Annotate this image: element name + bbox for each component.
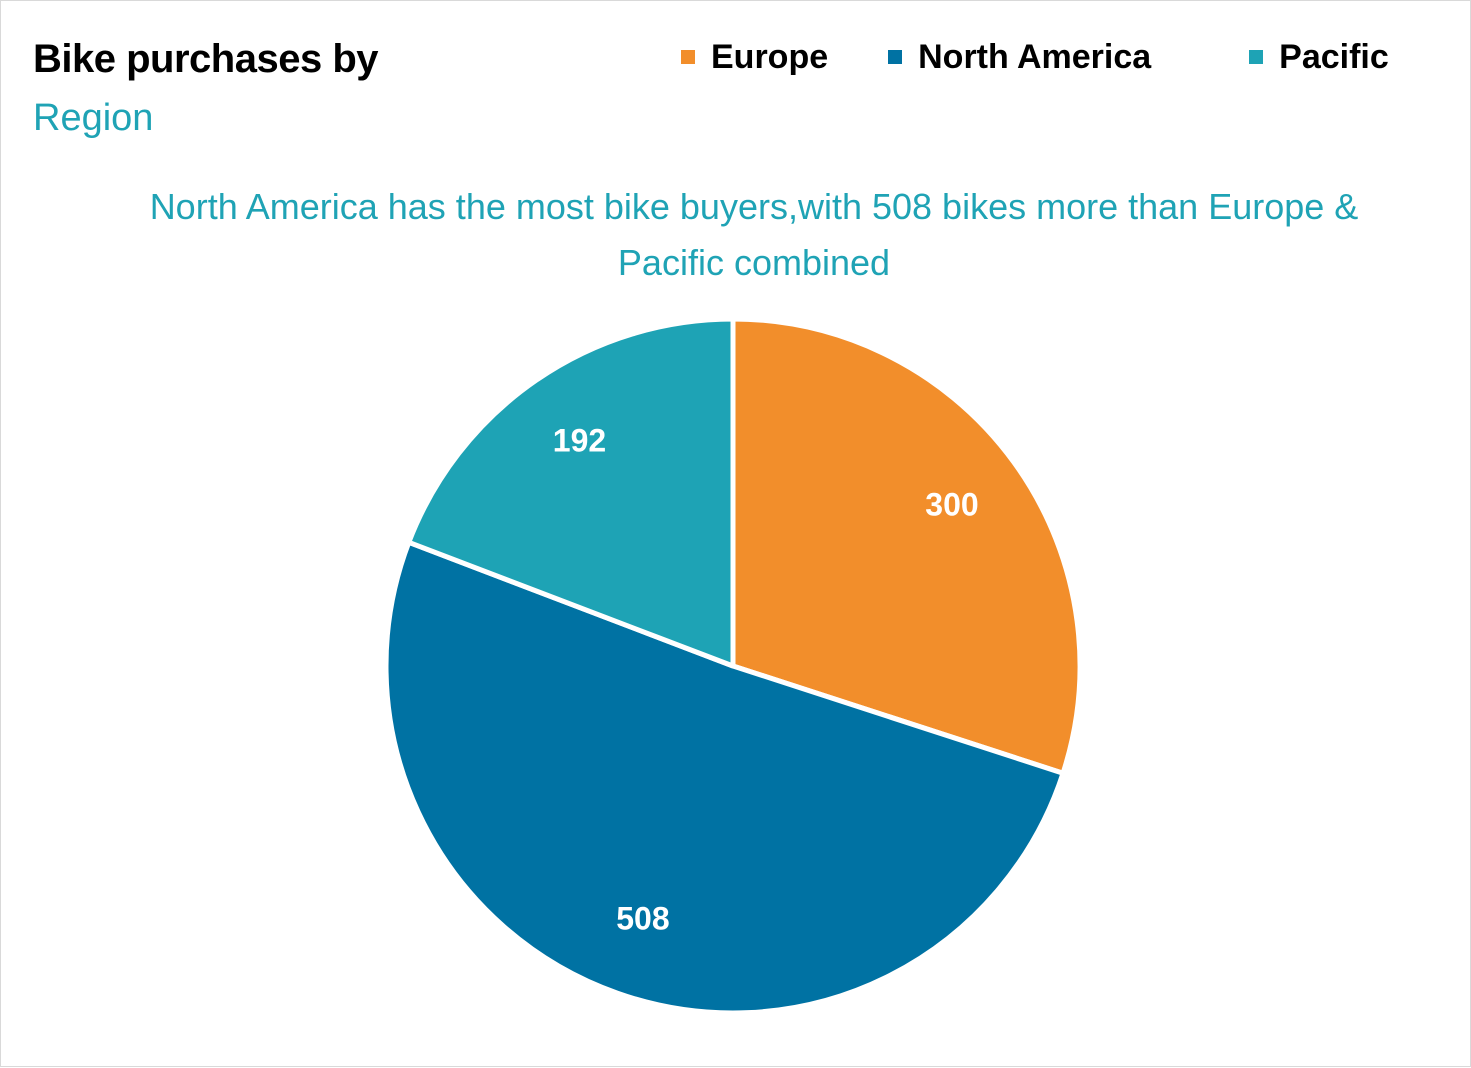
legend-swatch-europe bbox=[681, 50, 695, 64]
pie-slice-pacific bbox=[406, 316, 736, 669]
legend-item-pacific: Pacific bbox=[1249, 38, 1389, 77]
chart-subtitle: Region bbox=[33, 97, 154, 139]
legend-item-north-america: North America bbox=[888, 38, 1151, 77]
data-label-europe: 300 bbox=[925, 486, 978, 522]
legend-swatch-pacific bbox=[1249, 50, 1264, 64]
pie-slice-europe bbox=[730, 316, 1083, 776]
pie-slice-north-america bbox=[383, 539, 1066, 1016]
data-label-pacific: 192 bbox=[553, 423, 606, 459]
chart-annotation: North America has the most bike buyers,w… bbox=[149, 186, 1359, 283]
chart-legend: Europe North America Pacific bbox=[681, 38, 1389, 77]
legend-swatch-north-america bbox=[888, 50, 903, 64]
legend-label-pacific: Pacific bbox=[1279, 37, 1389, 76]
legend-label-north-america: North America bbox=[918, 37, 1152, 76]
legend-item-europe: Europe bbox=[681, 38, 828, 77]
chart-title: Bike purchases by bbox=[33, 37, 379, 81]
data-label-north-america: 508 bbox=[616, 901, 669, 937]
legend-label-europe: Europe bbox=[711, 37, 829, 76]
